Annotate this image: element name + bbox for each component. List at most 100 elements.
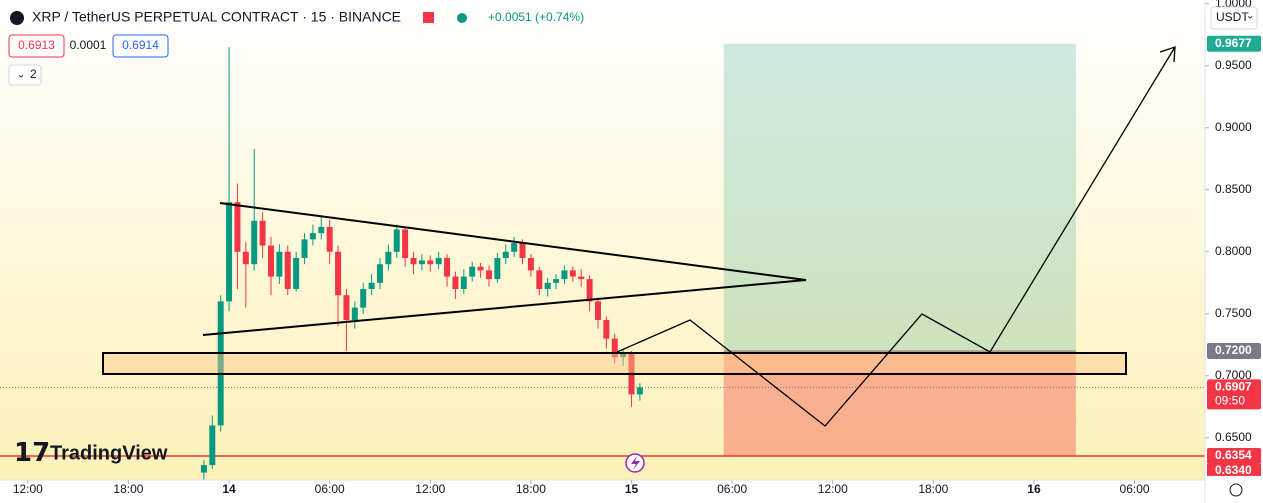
x-tick-label: 12:00 xyxy=(13,482,43,496)
symbol-icon xyxy=(10,11,24,25)
last-price-label: 0.6907 xyxy=(1215,380,1252,394)
logo: TradingView xyxy=(50,442,168,464)
arrow-head xyxy=(1159,46,1176,63)
currency-button[interactable] xyxy=(1210,6,1258,30)
indicators-toggle[interactable] xyxy=(8,64,42,86)
low-label: 0.6340 xyxy=(1215,463,1252,477)
x-tick-label: 06:00 xyxy=(717,482,747,496)
ask-box[interactable] xyxy=(112,34,169,58)
candle-body xyxy=(477,266,484,271)
candle-body xyxy=(418,260,425,265)
y-tick-label: 0.8000 xyxy=(1215,244,1252,258)
position-loss xyxy=(723,351,1076,456)
candle-body xyxy=(309,233,316,240)
candle-body xyxy=(351,307,358,320)
candle-body xyxy=(242,251,249,265)
candle-body xyxy=(200,465,207,473)
candle-body xyxy=(301,239,308,258)
candle-body xyxy=(636,387,643,395)
triangle-upper xyxy=(219,202,807,281)
flag[interactable] xyxy=(423,12,434,23)
y-tick-label: 0.6500 xyxy=(1215,430,1252,444)
candle-body xyxy=(569,270,576,277)
y-tick-label: 0.8500 xyxy=(1215,182,1252,196)
candle-body xyxy=(469,266,476,277)
x-tick-label: 15 xyxy=(625,482,639,496)
candle-body xyxy=(393,229,400,252)
price-change: +0.0051 (+0.74%) xyxy=(488,10,584,24)
candle-body xyxy=(259,220,266,246)
candle-body xyxy=(326,226,333,252)
triangle-lower xyxy=(202,279,807,336)
x-tick-label: 06:00 xyxy=(1120,482,1150,496)
market-status xyxy=(457,13,467,23)
support-zone xyxy=(102,352,1127,375)
x-tick-label: 14 xyxy=(222,482,236,496)
candle-body xyxy=(502,251,509,258)
candle-body xyxy=(527,257,534,271)
candle-body xyxy=(452,276,459,289)
spread: 0.0001 xyxy=(70,38,107,52)
candle-body xyxy=(578,276,585,280)
y-tick-label: 0.9000 xyxy=(1215,120,1252,134)
candle-body xyxy=(209,425,216,466)
candle-body xyxy=(226,202,233,302)
candle-body xyxy=(410,257,417,265)
candle-body xyxy=(360,288,367,308)
candle-body xyxy=(318,226,325,234)
candle-body xyxy=(376,264,383,283)
candle-body xyxy=(594,301,601,320)
candle-body xyxy=(494,257,501,280)
candle-body xyxy=(385,251,392,265)
candle-body xyxy=(586,279,593,302)
last-price-label-box xyxy=(1207,379,1261,410)
target-label: 0.9677 xyxy=(1215,36,1252,50)
candle-body xyxy=(217,301,224,426)
x-tick-label: 06:00 xyxy=(315,482,345,496)
target-label-box xyxy=(1207,35,1261,52)
candle-body xyxy=(251,220,258,265)
candle-body xyxy=(427,260,434,265)
candle-body xyxy=(276,251,283,277)
chevron: ⌄ xyxy=(17,70,25,81)
x-tick-label: 18:00 xyxy=(918,482,948,496)
time-axis xyxy=(0,480,1205,503)
candle-body xyxy=(234,202,241,252)
symbol-title: XRP / TetherUS PERPETUAL CONTRACT · 15 ·… xyxy=(32,9,401,25)
candle-body xyxy=(511,243,518,252)
candle-body xyxy=(544,282,551,289)
candle-body xyxy=(611,338,618,358)
candle-body xyxy=(402,229,409,258)
candle-body xyxy=(603,320,610,339)
y-tick-label: 1.0000 xyxy=(1215,0,1252,10)
candle-body xyxy=(293,257,300,289)
candle-body xyxy=(620,353,627,358)
stop-label-box xyxy=(1207,447,1261,464)
currency-chevron: ⌄ xyxy=(1246,11,1254,22)
candle-body xyxy=(519,243,526,258)
candle-body xyxy=(561,270,568,280)
settings[interactable] xyxy=(1229,483,1243,497)
event-icon-bolt xyxy=(631,456,640,470)
logo-mark: 𝟭𝟳 xyxy=(14,437,50,467)
currency: USDT xyxy=(1216,10,1249,24)
candle-body xyxy=(536,270,543,289)
entry-label-box xyxy=(1207,343,1261,360)
entry-label: 0.7200 xyxy=(1215,343,1252,357)
stop-label: 0.6354 xyxy=(1215,448,1252,462)
countdown: 09:50 xyxy=(1215,394,1245,408)
bid-box[interactable] xyxy=(8,34,65,58)
candle-body xyxy=(460,276,467,289)
candle-body xyxy=(553,279,560,283)
y-tick-label: 0.7500 xyxy=(1215,306,1252,320)
candle-body xyxy=(368,282,375,289)
x-tick-label: 16 xyxy=(1027,482,1041,496)
projection-path xyxy=(616,46,1176,427)
x-tick-label: 18:00 xyxy=(516,482,546,496)
ask-price: 0.6914 xyxy=(122,38,159,52)
candle-body xyxy=(435,257,442,265)
x-tick-label: 18:00 xyxy=(113,482,143,496)
y-tick-label: 0.9500 xyxy=(1215,58,1252,72)
x-tick-label: 12:00 xyxy=(818,482,848,496)
